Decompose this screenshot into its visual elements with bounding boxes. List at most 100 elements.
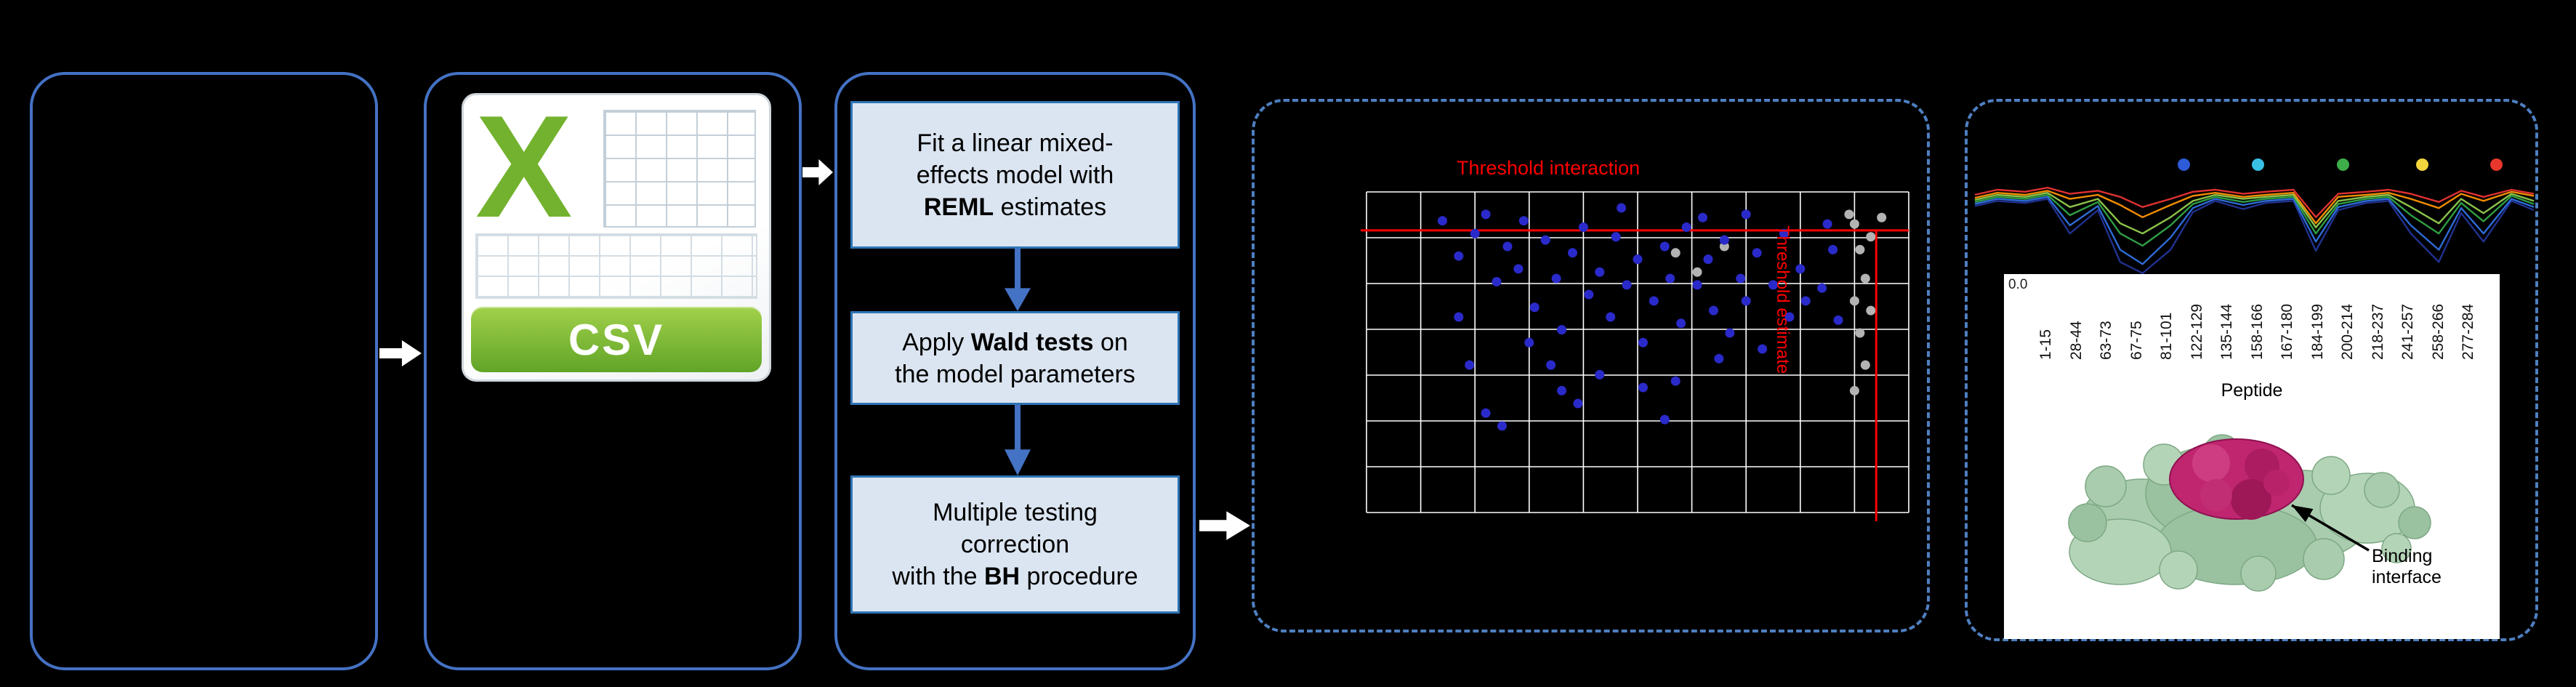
binding-interface-arrow: [2291, 504, 2370, 552]
peptide-tick: 218-237: [2369, 303, 2386, 360]
uptake-line-chart: [1975, 174, 2534, 276]
spreadsheet-grid-lower-icon: [475, 233, 757, 299]
flow-step-wald-line2: the model parameters: [895, 360, 1135, 388]
scatter-point-significant: [1649, 296, 1659, 306]
flow-step-reml-line3: REML estimates: [923, 193, 1107, 221]
scatter-point-significant: [1524, 337, 1534, 347]
scatter-point-significant: [1551, 273, 1561, 284]
scatter-point-significant: [1584, 289, 1594, 300]
scatter-point-nonsignificant: [1866, 232, 1876, 242]
peptide-axis-title: Peptide: [2221, 380, 2283, 401]
scatter-point-significant: [1611, 232, 1621, 242]
scatter-point-significant: [1465, 360, 1475, 370]
scatter-point-significant: [1573, 398, 1583, 409]
flow-step-bh-line2: correction: [960, 531, 1070, 558]
scatter-point-significant: [1513, 264, 1524, 274]
peptide-tick: 200-214: [2339, 303, 2356, 360]
peptide-tick: 1-15: [2037, 329, 2054, 360]
flow-arrow-right-3: [1199, 511, 1250, 540]
scatter-point-significant: [1714, 353, 1724, 363]
scatter-point-significant: [1741, 296, 1751, 306]
scatter-point-significant: [1784, 312, 1795, 322]
uptake-series-blue: [1975, 197, 2534, 264]
scatter-point-significant: [1578, 222, 1588, 233]
scatter-point-significant: [1703, 254, 1713, 265]
threshold-estimate-label: Threshold estimate: [1773, 225, 1792, 374]
scatter-point-significant: [1822, 219, 1832, 229]
scatter-point-significant: [1681, 222, 1691, 233]
uptake-series-light-green: [1975, 193, 2534, 233]
scatter-point-significant: [1638, 382, 1648, 393]
legend-dot: [2177, 158, 2190, 171]
peptide-tick: 277-284: [2460, 303, 2476, 360]
scatter-point-nonsignificant: [1849, 219, 1859, 229]
peptide-tick: 28-44: [2067, 321, 2085, 360]
scatter-point-nonsignificant: [1877, 212, 1887, 222]
scatter-point-significant: [1481, 408, 1491, 418]
flow-step-bh-line3: with the BH procedure: [892, 563, 1138, 590]
spreadsheet-grid-icon: [603, 110, 756, 228]
scatter-point-nonsignificant: [1844, 209, 1854, 220]
scatter-point-significant: [1725, 328, 1735, 338]
scatter-point-significant: [1518, 216, 1529, 226]
flow-step-wald-line1: Apply Wald tests on: [902, 328, 1128, 356]
legend-dot: [2490, 158, 2503, 171]
statistics-workflow-panel: Fit a linear mixed- effects model with R…: [834, 72, 1196, 670]
scatter-point-significant: [1633, 254, 1643, 265]
csv-banner-label: CSV: [568, 315, 665, 364]
flow-step-wald: Apply Wald tests on the model parameters: [850, 311, 1180, 405]
scatter-point-nonsignificant: [1849, 296, 1859, 306]
scatter-point-significant: [1557, 385, 1567, 395]
scatter-point-significant: [1481, 209, 1491, 220]
flow-arrow-right-1: [379, 340, 422, 366]
legend-dot: [2336, 158, 2349, 171]
peptide-chart-panel: 0.0 1-15 28-44 63-73 67-75 81-101 122-129 135-…: [2004, 274, 2500, 639]
scatter-point-nonsignificant: [1860, 360, 1870, 370]
scatter-plot: [1361, 191, 1909, 521]
peptide-tick: 258-266: [2429, 303, 2447, 360]
uptake-y-tick: 0.0: [2008, 277, 2028, 292]
scatter-point-significant: [1779, 228, 1789, 238]
binding-interface-region: [2169, 438, 2304, 520]
excel-x-logo: X: [475, 86, 573, 248]
legend-dot: [2251, 158, 2264, 171]
flow-step-bh: Multiple testing correction with the BH …: [850, 475, 1180, 614]
scatter-point-significant: [1492, 276, 1502, 286]
scatter-point-significant: [1437, 216, 1447, 226]
flow-step-reml-line2: effects model with: [916, 161, 1114, 189]
scatter-point-significant: [1595, 267, 1605, 277]
scatter-point-nonsignificant: [1692, 267, 1702, 277]
scatter-point-nonsignificant: [1855, 244, 1865, 254]
scatter-point-significant: [1540, 235, 1550, 245]
scatter-point-significant: [1617, 203, 1627, 213]
scatter-point-nonsignificant: [1855, 328, 1865, 338]
scatter-point-nonsignificant: [1860, 273, 1870, 284]
peptide-tick: 67-75: [2128, 321, 2145, 360]
legend-dot: [2415, 158, 2428, 171]
scatter-point-significant: [1741, 209, 1751, 220]
scatter-point-significant: [1454, 251, 1464, 261]
scatter-point-significant: [1758, 344, 1768, 354]
flow-arrow-down-1: [1005, 249, 1031, 311]
peptide-tick: 135-144: [2218, 303, 2235, 360]
scatter-point-significant: [1529, 302, 1539, 313]
scatter-point-nonsignificant: [1670, 248, 1681, 258]
uptake-series-green: [1975, 195, 2534, 246]
scatter-point-significant: [1622, 280, 1632, 290]
scatter-point-significant: [1606, 312, 1616, 322]
csv-file-icon: X CSV: [462, 86, 771, 382]
scatter-point-significant: [1719, 235, 1729, 245]
scatter-point-significant: [1692, 280, 1702, 290]
flow-arrow-right-2: [802, 159, 833, 185]
scatter-point-significant: [1670, 376, 1681, 386]
peptide-tick: 158-166: [2248, 303, 2266, 360]
uptake-series-red: [1975, 188, 2534, 217]
scatter-point-significant: [1736, 273, 1746, 284]
scatter-point-significant: [1595, 369, 1605, 379]
flow-step-bh-line1: Multiple testing: [933, 499, 1098, 526]
protein-structure: [2068, 434, 2431, 592]
scatter-point-significant: [1497, 421, 1507, 431]
flow-arrow-down-2: [1005, 405, 1031, 475]
scatter-point-significant: [1454, 312, 1464, 322]
